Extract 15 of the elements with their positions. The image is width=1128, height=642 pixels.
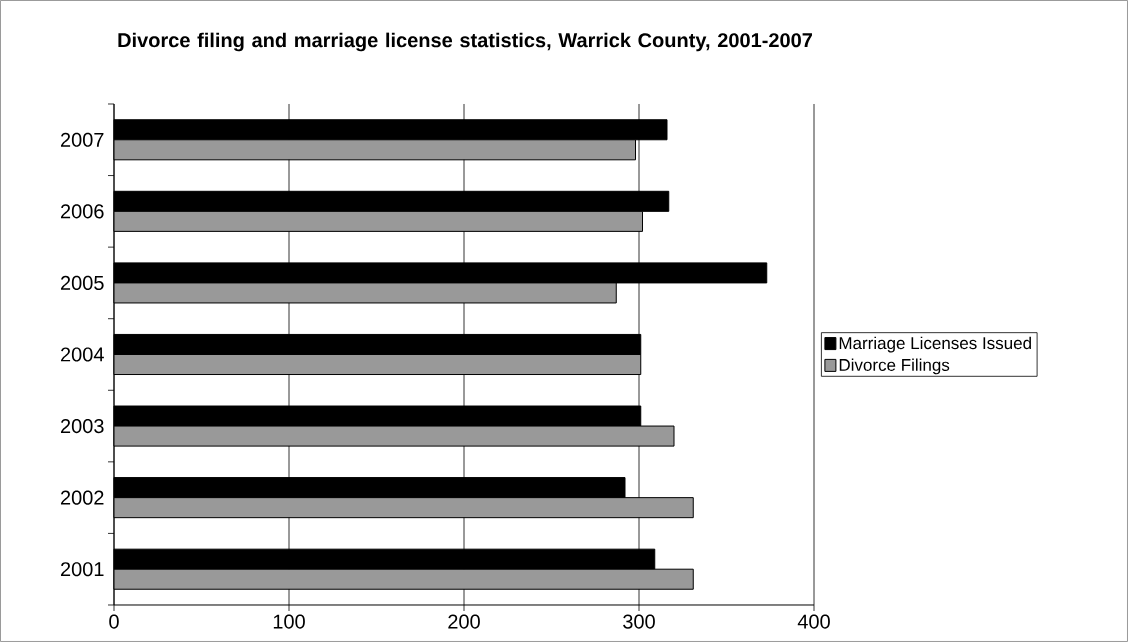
- chart-title: Divorce filing and marriage license statistics, Warrick County, 2001-2007: [118, 32, 812, 52]
- x-tick-label: 300: [623, 614, 655, 629]
- y-tick-label: 2001: [60, 562, 104, 577]
- x-tick-label: 400: [797, 614, 830, 629]
- legend-label: Marriage Licenses Issued: [839, 336, 1031, 353]
- y-tick-label: 2006: [60, 204, 104, 219]
- legend-label: Divorce Filings: [839, 358, 950, 375]
- y-tick-label: 2004: [60, 347, 104, 362]
- y-tick-label: 2002: [60, 490, 104, 505]
- x-tick-label: 0: [109, 614, 119, 629]
- y-tick-label: 2005: [60, 275, 104, 290]
- x-tick-label: 100: [273, 614, 305, 629]
- y-tick-label: 2003: [60, 418, 104, 434]
- x-tick-label: 200: [448, 614, 480, 629]
- y-tick-label: 2007: [60, 132, 104, 147]
